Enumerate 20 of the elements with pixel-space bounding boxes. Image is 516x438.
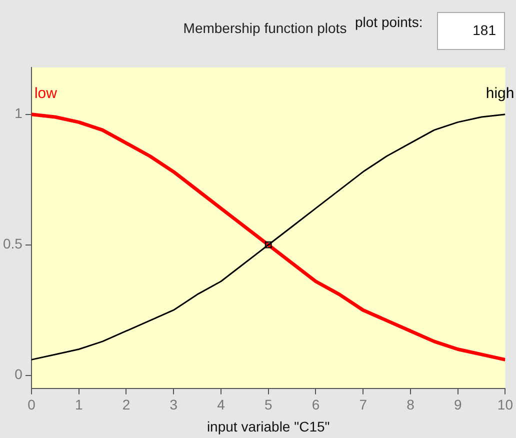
x-tick-label: 5 <box>264 396 272 413</box>
x-axis-title: input variable "C15" <box>206 418 330 434</box>
x-tick-label: 8 <box>406 396 415 413</box>
x-tick-label: 9 <box>454 396 462 413</box>
x-tick-label: 6 <box>312 396 320 413</box>
x-tick-label: 2 <box>122 396 130 413</box>
x-tick-label: 7 <box>359 396 368 413</box>
y-tick-label: 0 <box>14 366 23 382</box>
x-tick-label: 1 <box>74 396 83 413</box>
text-field: 181 <box>437 12 505 50</box>
series-label: low <box>34 85 58 102</box>
x-tick-label: 0 <box>28 396 36 413</box>
series-label: high <box>486 85 514 102</box>
chart-title: Membership function plots <box>183 20 347 36</box>
x-tick-label: 4 <box>217 396 226 413</box>
text: plot points: <box>355 14 423 30</box>
x-tick-label: 3 <box>170 396 178 413</box>
y-tick-label: 0.5 <box>2 236 23 252</box>
x-tick-label: 10 <box>497 396 514 413</box>
y-tick-label: 1 <box>14 105 23 122</box>
